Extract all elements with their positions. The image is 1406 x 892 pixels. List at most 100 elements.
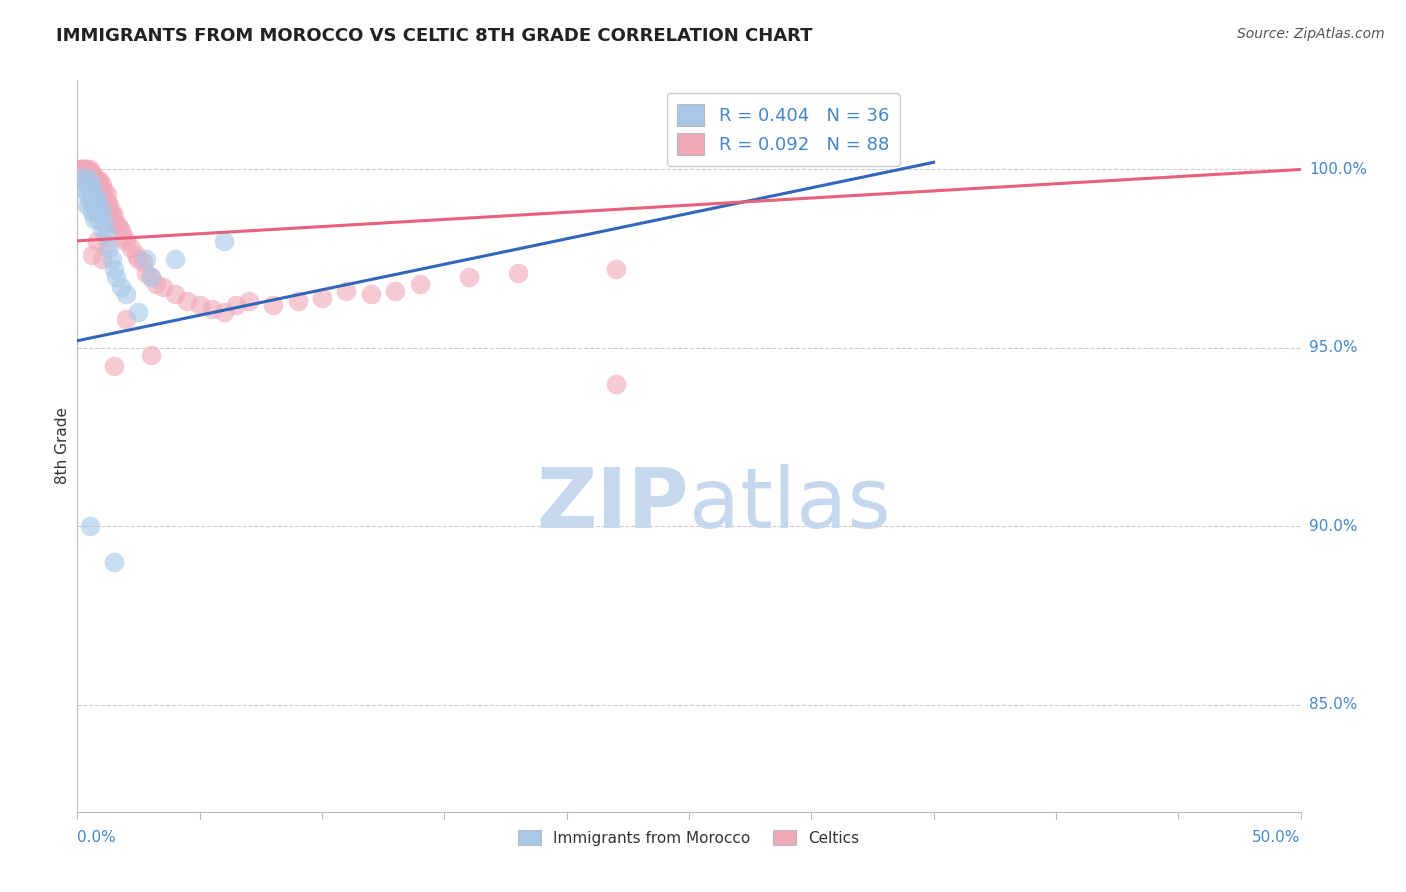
Point [103, 555, 125, 569]
Point [103, 216, 125, 230]
Point [110, 280, 132, 294]
Point [79, 166, 101, 180]
Point [89, 177, 111, 191]
Point [225, 298, 247, 312]
Point [70, 166, 93, 180]
Point [90, 177, 112, 191]
Point [86, 191, 108, 205]
Point [89, 184, 111, 198]
Point [90, 184, 112, 198]
Point [98, 205, 121, 219]
Point [384, 284, 406, 298]
Point [70, 166, 93, 180]
Point [76, 198, 98, 212]
Point [83, 173, 105, 187]
Point [90, 223, 112, 237]
Point [80, 248, 103, 262]
Point [96, 187, 118, 202]
Point [409, 277, 432, 291]
Point [103, 209, 125, 223]
Point [83, 198, 105, 212]
Point [83, 177, 105, 191]
Point [165, 287, 187, 301]
Point [335, 284, 357, 298]
Point [110, 223, 132, 237]
Point [89, 198, 111, 212]
Point [105, 216, 128, 230]
Point [79, 184, 101, 198]
Point [83, 180, 105, 194]
Point [80, 166, 103, 180]
Text: 90.0%: 90.0% [1309, 519, 1357, 533]
Point [96, 237, 118, 252]
Point [83, 212, 105, 227]
Point [605, 376, 627, 391]
Point [89, 212, 111, 227]
Point [165, 252, 187, 266]
Point [105, 269, 128, 284]
Point [86, 177, 108, 191]
Point [93, 216, 115, 230]
Point [80, 191, 103, 205]
Point [127, 252, 149, 266]
Point [93, 184, 115, 198]
Point [86, 173, 108, 187]
Point [76, 173, 98, 187]
Point [76, 166, 98, 180]
Point [145, 277, 167, 291]
Point [100, 205, 122, 219]
Y-axis label: 8th Grade: 8th Grade [55, 408, 70, 484]
Point [90, 252, 112, 266]
Point [139, 269, 162, 284]
Point [76, 162, 98, 177]
Point [86, 180, 108, 194]
Point [457, 269, 479, 284]
Point [311, 291, 333, 305]
Point [115, 234, 138, 248]
Point [112, 230, 135, 244]
Point [103, 262, 125, 277]
Point [79, 194, 101, 209]
Point [76, 187, 98, 202]
Point [76, 169, 98, 184]
Point [90, 191, 112, 205]
Legend: Immigrants from Morocco, Celtics: Immigrants from Morocco, Celtics [512, 823, 866, 852]
Text: 95.0%: 95.0% [1309, 341, 1357, 355]
Point [127, 305, 149, 319]
Point [70, 162, 93, 177]
Point [80, 177, 103, 191]
Point [79, 169, 101, 184]
Point [73, 169, 96, 184]
Point [90, 205, 112, 219]
Text: atlas: atlas [689, 464, 890, 545]
Text: 50.0%: 50.0% [1253, 830, 1301, 846]
Point [238, 294, 260, 309]
Point [79, 162, 101, 177]
Point [100, 252, 122, 266]
Point [212, 234, 235, 248]
Point [108, 219, 131, 234]
Point [79, 173, 101, 187]
Point [86, 205, 108, 219]
Point [79, 173, 101, 187]
Point [73, 166, 96, 180]
Point [80, 205, 103, 219]
Point [83, 187, 105, 202]
Point [262, 298, 284, 312]
Point [120, 241, 142, 255]
Point [73, 184, 96, 198]
Point [76, 166, 98, 180]
Point [139, 348, 162, 362]
Text: IMMIGRANTS FROM MOROCCO VS CELTIC 8TH GRADE CORRELATION CHART: IMMIGRANTS FROM MOROCCO VS CELTIC 8TH GR… [56, 27, 813, 45]
Point [69, 162, 91, 177]
Point [103, 359, 125, 373]
Point [70, 162, 93, 177]
Point [73, 162, 96, 177]
Point [80, 169, 103, 184]
Point [605, 262, 627, 277]
Point [79, 519, 101, 533]
Point [80, 173, 103, 187]
Point [176, 294, 198, 309]
Text: ZIP: ZIP [537, 464, 689, 545]
Point [80, 180, 103, 194]
